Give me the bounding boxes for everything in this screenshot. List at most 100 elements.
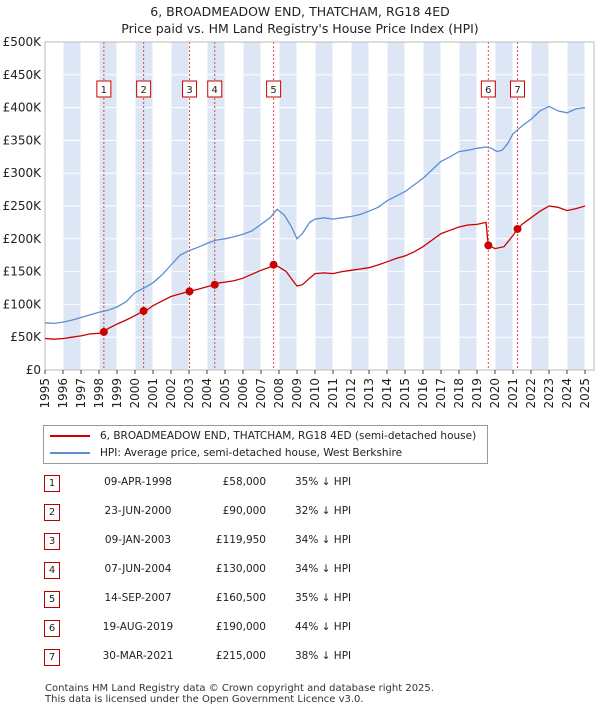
x-tick-label: 2010 xyxy=(308,378,322,409)
legend-item-property: 6, BROADMEADOW END, THATCHAM, RG18 4ED (… xyxy=(50,428,476,444)
y-tick-label: £50K xyxy=(10,330,42,344)
title-line-2: Price paid vs. HM Land Registry's House … xyxy=(121,21,479,36)
chart-title: 6, BROADMEADOW END, THATCHAM, RG18 4ED P… xyxy=(0,3,600,37)
sale-number: 1 xyxy=(44,475,60,492)
sale-number-label: 2 xyxy=(140,85,146,96)
sale-number-label: 6 xyxy=(485,85,491,96)
x-tick-label: 2024 xyxy=(560,378,574,409)
sale-marker xyxy=(484,241,493,250)
x-tick-label: 2013 xyxy=(362,378,376,409)
x-tick-label: 1996 xyxy=(56,378,70,409)
sale-price: £160,500 xyxy=(215,592,266,604)
sale-row: 7 30-MAR-2021 £215,000 38% ↓ HPI xyxy=(40,646,560,670)
title-line-1: 6, BROADMEADOW END, THATCHAM, RG18 4ED xyxy=(150,4,450,19)
y-tick-label: £150K xyxy=(3,265,43,279)
x-tick-label: 2025 xyxy=(578,378,592,409)
x-tick-label: 1998 xyxy=(92,378,106,409)
legend-item-hpi: HPI: Average price, semi-detached house,… xyxy=(50,445,402,461)
sale-number: 2 xyxy=(44,504,60,521)
hpi-series-line xyxy=(44,105,586,325)
property-swatch xyxy=(50,435,90,437)
x-tick-label: 2005 xyxy=(218,378,232,409)
sale-hpi-diff: 34% ↓ HPI xyxy=(295,534,352,546)
sale-date: 30-MAR-2021 xyxy=(102,650,174,662)
sale-hpi-diff: 38% ↓ HPI xyxy=(295,650,352,662)
sale-price: £119,950 xyxy=(215,534,266,546)
sale-row: 4 07-JUN-2004 £130,000 34% ↓ HPI xyxy=(40,559,560,583)
hpi-swatch xyxy=(50,452,90,454)
y-tick-label: £100K xyxy=(3,297,43,311)
x-tick-label: 2000 xyxy=(128,378,142,409)
sale-hpi-diff: 34% ↓ HPI xyxy=(295,563,352,575)
sale-row: 1 09-APR-1998 £58,000 35% ↓ HPI xyxy=(40,472,560,496)
sale-date: 19-AUG-2019 xyxy=(102,621,174,633)
sale-number: 6 xyxy=(44,620,60,637)
sale-number-label: 1 xyxy=(101,85,107,96)
x-tick-label: 2012 xyxy=(344,378,358,409)
property-series-line xyxy=(44,205,586,340)
x-tick-label: 2019 xyxy=(470,378,484,409)
sale-number-boxes: 1 2 3 4 5 6 7 xyxy=(96,80,525,98)
sale-row: 3 09-JAN-2003 £119,950 34% ↓ HPI xyxy=(40,530,560,554)
x-tick-label: 2023 xyxy=(542,378,556,409)
sale-hpi-diff: 32% ↓ HPI xyxy=(295,505,352,517)
x-tick-label: 2020 xyxy=(488,378,502,409)
sale-marker xyxy=(99,327,108,336)
x-tick-label: 2002 xyxy=(164,378,178,409)
y-tick-label: £250K xyxy=(3,199,43,213)
x-tick-label: 2018 xyxy=(452,378,466,409)
y-axis: £0 £50K £100K £150K £200K £250K £300K £350K £400… xyxy=(3,35,43,377)
sale-hpi-diff: 35% ↓ HPI xyxy=(295,476,352,488)
x-tick-label: 2021 xyxy=(506,378,520,409)
sale-marker xyxy=(185,287,194,296)
sale-number-box xyxy=(96,80,112,98)
sale-marker xyxy=(269,260,278,269)
sale-number-box xyxy=(510,80,525,98)
sale-number: 4 xyxy=(44,562,60,579)
y-tick-label: £450K xyxy=(3,68,43,82)
sale-date: 14-SEP-2007 xyxy=(104,592,172,604)
x-tick-label: 2003 xyxy=(182,378,196,409)
sale-marker xyxy=(139,306,148,315)
sale-marker xyxy=(210,280,219,289)
legend: 6, BROADMEADOW END, THATCHAM, RG18 4ED (… xyxy=(43,425,488,464)
y-tick-label: £200K xyxy=(3,232,43,246)
x-tick-label: 2009 xyxy=(290,378,304,409)
sale-number-box xyxy=(136,80,152,98)
sale-price: £215,000 xyxy=(215,650,266,662)
sale-price: £190,000 xyxy=(215,621,266,633)
sale-number: 3 xyxy=(44,533,60,550)
x-tick-label: 2022 xyxy=(524,378,538,409)
footer-licence: This data is licensed under the Open Gov… xyxy=(45,694,364,705)
sale-price: £58,000 xyxy=(222,476,266,488)
x-tick-label: 2017 xyxy=(434,378,448,409)
x-tick-label: 1995 xyxy=(38,378,52,409)
sale-row: 6 19-AUG-2019 £190,000 44% ↓ HPI xyxy=(40,617,560,641)
plot-frame xyxy=(44,41,595,371)
sale-number: 5 xyxy=(44,591,60,608)
y-tick-label: £500K xyxy=(3,35,43,49)
footer-copyright: Contains HM Land Registry data © Crown c… xyxy=(45,683,434,694)
sale-date: 09-JAN-2003 xyxy=(104,534,172,546)
sale-hpi-diff: 35% ↓ HPI xyxy=(295,592,352,604)
x-tick-label: 1997 xyxy=(74,378,88,409)
sale-marker xyxy=(513,224,522,233)
x-tick-label: 2014 xyxy=(380,378,394,409)
x-tick-label: 2007 xyxy=(254,378,268,409)
sale-number-label: 3 xyxy=(186,85,192,96)
x-tick-label: 2011 xyxy=(326,378,340,409)
sale-price: £90,000 xyxy=(222,505,266,517)
sale-date-lines xyxy=(103,42,518,370)
x-tick-label: 2004 xyxy=(200,378,214,409)
x-tick-label: 2008 xyxy=(272,378,286,409)
sale-row: 2 23-JUN-2000 £90,000 32% ↓ HPI xyxy=(40,501,560,525)
x-tick-label: 2006 xyxy=(236,378,250,409)
sale-number-box xyxy=(266,80,282,98)
y-tick-label: £0 xyxy=(26,363,41,377)
sale-number-label: 7 xyxy=(514,85,520,96)
y-tick-label: £300K xyxy=(3,166,43,180)
sale-number-box xyxy=(207,80,223,98)
sale-number-label: 5 xyxy=(270,85,276,96)
sale-number: 7 xyxy=(44,649,60,666)
y-tick-label: £400K xyxy=(3,101,43,115)
